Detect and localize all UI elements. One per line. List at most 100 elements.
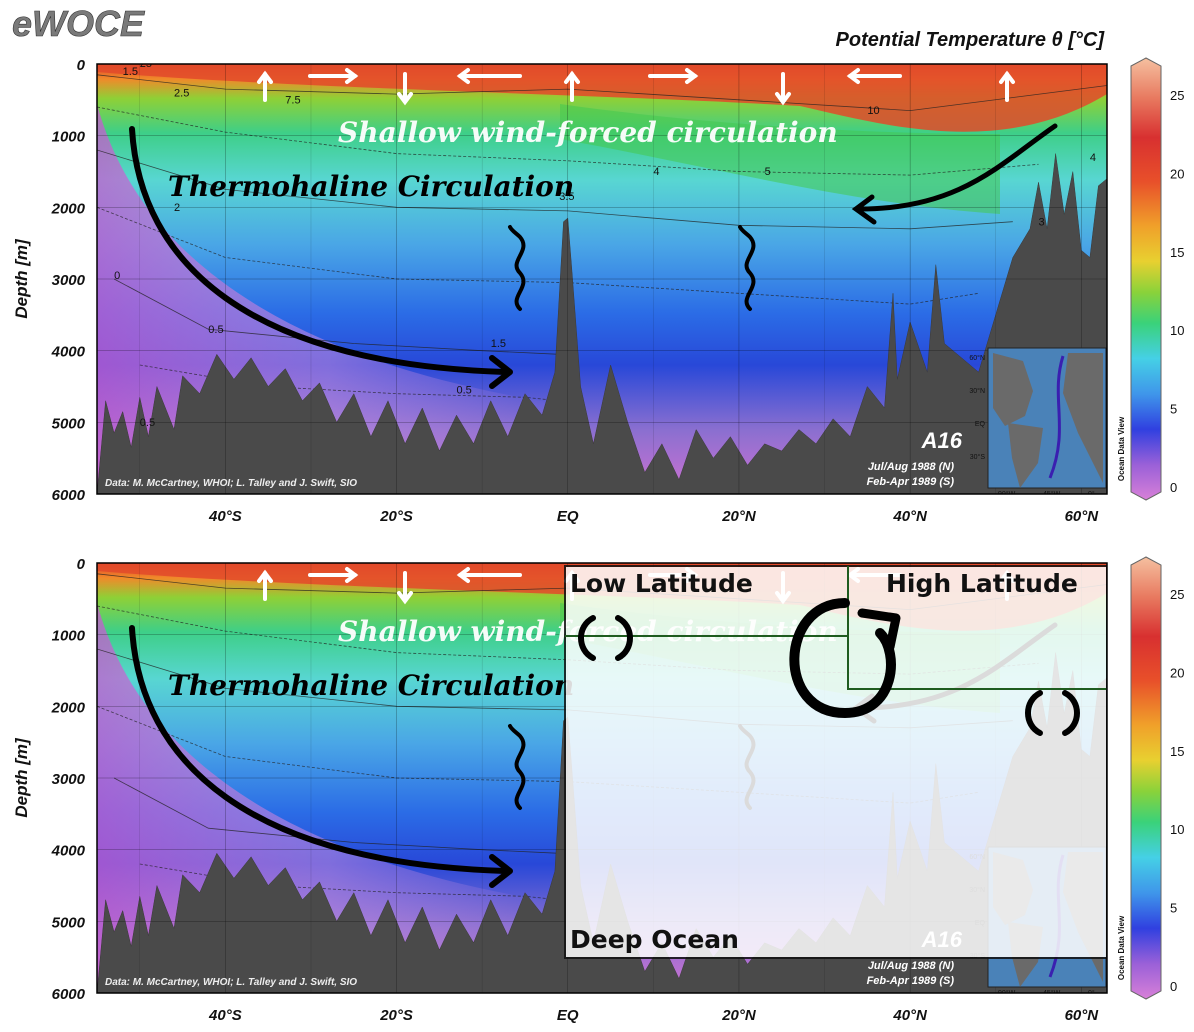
wind-arrow-head <box>257 70 273 84</box>
wind-arrow-head <box>345 68 359 84</box>
y-tick-label: 0 <box>77 556 86 573</box>
colorbar-side-label: Ocean Data View <box>1117 416 1126 481</box>
x-tick-label: EQ <box>557 1007 579 1024</box>
wind-arrow-head <box>775 92 791 106</box>
overturning-loop-head <box>857 608 901 652</box>
y-tick-label: 3000 <box>52 272 86 289</box>
box-model-overlay: Low Latitude High Latitude Deep Ocean <box>564 565 1107 959</box>
contour-line <box>113 777 560 854</box>
y-axis-label: Depth [m] <box>12 238 31 319</box>
colorbar-tick-label: 20 <box>1170 166 1184 181</box>
box-label-low-latitude: Low Latitude <box>570 569 753 598</box>
thermohaline-arrow-head <box>489 355 513 389</box>
data-credit: Data: M. McCartney, WHOI; L. Talley and … <box>105 478 357 489</box>
x-tick-label: 40°S <box>208 1007 242 1024</box>
y-tick-label: 3000 <box>52 771 86 788</box>
colorbar <box>1130 57 1162 501</box>
inset-lat-label: 30°N <box>969 387 985 395</box>
contour-label: 0.5 <box>208 324 223 336</box>
x-tick-label: 40°N <box>892 508 928 525</box>
y-axis-label: Depth [m] <box>12 737 31 818</box>
wind-arrow-head <box>685 68 699 84</box>
wind-arrow-head <box>846 68 860 84</box>
contour-line <box>113 278 560 355</box>
overturning-loop <box>789 598 896 719</box>
colorbar-tick-label: 15 <box>1170 744 1184 759</box>
thermohaline-arrow <box>129 126 508 375</box>
colorbar-tick-label: 0 <box>1170 979 1177 994</box>
inset-lon-label: 45°W <box>1043 490 1061 498</box>
y-tick-label: 2000 <box>51 200 86 217</box>
x-tick-label: 60°N <box>1065 508 1100 525</box>
colorbar-tick-label: 0 <box>1170 480 1177 495</box>
contour-label: 3 <box>1039 216 1045 228</box>
contour-label: 0 <box>114 270 120 282</box>
x-tick-label: 20°N <box>721 1007 757 1024</box>
cruise-date: Feb-Apr 1989 (S) <box>867 476 955 488</box>
inset-land-north-america <box>993 353 1033 426</box>
colorbar-tick-label: 10 <box>1170 822 1184 837</box>
thermohaline-arrow-head <box>489 854 513 888</box>
y-tick-label: 4000 <box>51 344 86 361</box>
inset-lon-label: 45°W <box>1043 989 1061 997</box>
box-label-high-latitude: High Latitude <box>886 569 1078 598</box>
contour-label: 4 <box>1090 152 1096 164</box>
box-model-panel <box>564 565 1107 959</box>
wind-arrow-head <box>999 70 1015 84</box>
inset-lon-label: 90°W <box>998 490 1016 498</box>
wind-arrow-head <box>397 591 413 605</box>
cruise-date: Feb-Apr 1989 (S) <box>867 975 955 987</box>
colorbar-tick-label: 5 <box>1170 901 1177 916</box>
x-tick-label: EQ <box>557 508 579 525</box>
contour-label: 1.5 <box>123 66 138 78</box>
y-tick-label: 2000 <box>51 699 86 716</box>
y-tick-label: 6000 <box>52 986 86 1003</box>
wind-arrow-head <box>564 70 580 84</box>
colorbar-tick-label: 20 <box>1170 665 1184 680</box>
box-label-deep-ocean: Deep Ocean <box>570 925 739 954</box>
inset-land-south-america <box>1008 423 1043 488</box>
plot-frame <box>96 63 1108 495</box>
thermohaline-arrow <box>129 625 508 874</box>
x-tick-label: 40°N <box>892 1007 928 1024</box>
colorbar-tick-label: 25 <box>1170 587 1184 602</box>
figure-title: Potential Temperature θ [°C] <box>836 29 1106 51</box>
exchange-loop <box>1062 690 1080 736</box>
y-tick-label: 0 <box>77 57 86 74</box>
cruise-date: Jul/Aug 1988 (N) <box>868 960 955 972</box>
upwelling-arrow <box>508 724 526 810</box>
inset-lon-label: 0° <box>1088 490 1095 498</box>
contour-label: 0.5 <box>456 385 471 397</box>
colorbar-tick-label: 15 <box>1170 245 1184 260</box>
contour-line <box>97 106 1039 176</box>
wind-arrow-head <box>345 567 359 583</box>
exchange-loop <box>615 615 633 661</box>
x-tick-label: 60°N <box>1065 1007 1100 1024</box>
brand-logo: eWOCE <box>12 3 145 44</box>
colorbar <box>1130 556 1162 1000</box>
section-label: A16 <box>921 428 963 453</box>
colorbar-tick-label: 25 <box>1170 88 1184 103</box>
contour-label: 0.5 <box>140 417 155 429</box>
contour-label: 3.5 <box>559 191 574 203</box>
sinking-arrow <box>857 123 1058 212</box>
colorbar-tick-label: 5 <box>1170 402 1177 417</box>
inset-cruise-track <box>1048 355 1065 479</box>
inset-land-africa-europe <box>1063 353 1103 483</box>
y-tick-label: 5000 <box>52 415 86 432</box>
exchange-loop <box>578 615 596 661</box>
cruise-date: Jul/Aug 1988 (N) <box>868 461 955 473</box>
x-tick-label: 20°S <box>379 1007 413 1024</box>
seafloor-topography <box>97 153 1107 494</box>
contour-label: 4 <box>653 166 659 178</box>
contour-label: 25 <box>140 58 152 70</box>
contour-label: 2.5 <box>174 87 189 99</box>
thermocline-tongue <box>560 104 1000 214</box>
contour-label: 10 <box>867 105 879 117</box>
